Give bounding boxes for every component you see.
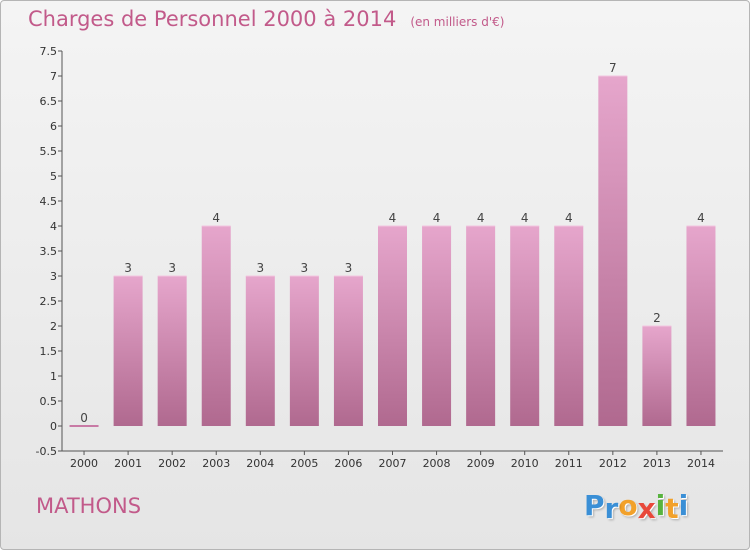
y-tick-label: 3.5 (40, 245, 58, 258)
bar-2004 (245, 276, 275, 426)
x-tick-label: 2002 (158, 457, 186, 470)
y-tick-label: 5 (50, 170, 57, 183)
x-tick-label: 2000 (70, 457, 98, 470)
x-tick-label: 2001 (114, 457, 142, 470)
data-label: 3 (256, 261, 264, 275)
x-tick-label: 2009 (467, 457, 495, 470)
y-tick-label: 4.5 (40, 195, 58, 208)
x-tick-label: 2008 (423, 457, 451, 470)
logo-letter: x (637, 492, 656, 525)
data-label: 4 (521, 211, 529, 225)
data-label: 7 (609, 61, 617, 75)
data-label: 4 (565, 211, 573, 225)
x-tick-label: 2013 (643, 457, 671, 470)
bar-2014 (686, 226, 716, 426)
x-tick-label: 2006 (334, 457, 362, 470)
x-tick-label: 2012 (599, 457, 627, 470)
logo-letter: o (618, 489, 638, 522)
bar-2001 (113, 276, 143, 426)
y-tick-label: 1 (50, 370, 57, 383)
x-tick-label: 2007 (379, 457, 407, 470)
bar-2003 (201, 226, 231, 426)
data-label: 3 (124, 261, 132, 275)
y-tick-label: 0.5 (40, 395, 58, 408)
bar-2009 (466, 226, 496, 426)
bar-2013 (642, 326, 672, 426)
y-tick-label: 5.5 (40, 145, 58, 158)
x-tick-label: 2003 (202, 457, 230, 470)
value-labels: 0 3 3 4 3 3 3 4 4 4 4 4 7 2 4 (80, 61, 705, 425)
bars (69, 75, 716, 427)
logo-letter: P (584, 489, 605, 522)
x-tick-label: 2014 (687, 457, 715, 470)
data-label: 4 (212, 211, 220, 225)
y-tick-label: 6 (50, 120, 57, 133)
bar-2010 (510, 226, 540, 426)
y-tick-label: 1.5 (40, 345, 58, 358)
x-tick-label: 2011 (555, 457, 583, 470)
y-tick-label: 2.5 (40, 295, 58, 308)
y-tick-label: 7 (50, 70, 57, 83)
data-label: 0 (80, 411, 88, 425)
data-label: 3 (301, 261, 309, 275)
logo-letter: t (665, 492, 679, 525)
data-label: 4 (389, 211, 397, 225)
bar-2007 (378, 226, 407, 426)
y-tick-label: 7.5 (40, 45, 58, 58)
bar-2008 (422, 226, 452, 426)
data-label: 4 (477, 211, 485, 225)
y-tick-label: 3 (50, 270, 57, 283)
y-tick-label: 6.5 (40, 95, 58, 108)
commune-name: MATHONS (36, 494, 142, 518)
logo-letter: r (604, 492, 619, 525)
data-label: 2 (653, 311, 661, 325)
data-label: 3 (345, 261, 353, 275)
bar-2006 (333, 276, 363, 426)
logo-letter: i (678, 489, 689, 522)
logo-letter: i (655, 489, 666, 522)
data-label: 4 (697, 211, 705, 225)
axes: -0.5 0 0.5 1 1.5 2 2.5 3 3.5 4 4.5 5 5.5 6 6.5 7 7.5 2000… (36, 45, 723, 470)
bar-2011 (554, 226, 584, 426)
x-tick-label: 2004 (246, 457, 274, 470)
chart-title: Charges de Personnel 2000 à 2014 (en mill… (28, 7, 504, 31)
y-tick-label: 0 (50, 420, 57, 433)
y-tick-label: 4 (50, 220, 57, 233)
x-tick-label: 2010 (511, 457, 539, 470)
data-label: 4 (433, 211, 441, 225)
chart-title-text: Charges de Personnel 2000 à 2014 (28, 7, 397, 31)
x-tick-label: 2005 (290, 457, 318, 470)
y-tick-label: 2 (50, 320, 57, 333)
bar-2012 (598, 76, 628, 426)
chart-subtitle: (en milliers d'€) (410, 15, 505, 29)
bar-2005 (289, 276, 319, 426)
proxiti-logo: Proxiti (584, 489, 689, 525)
bar-2002 (157, 276, 187, 426)
data-label: 3 (168, 261, 176, 275)
y-tick-label: -0.5 (36, 445, 57, 458)
